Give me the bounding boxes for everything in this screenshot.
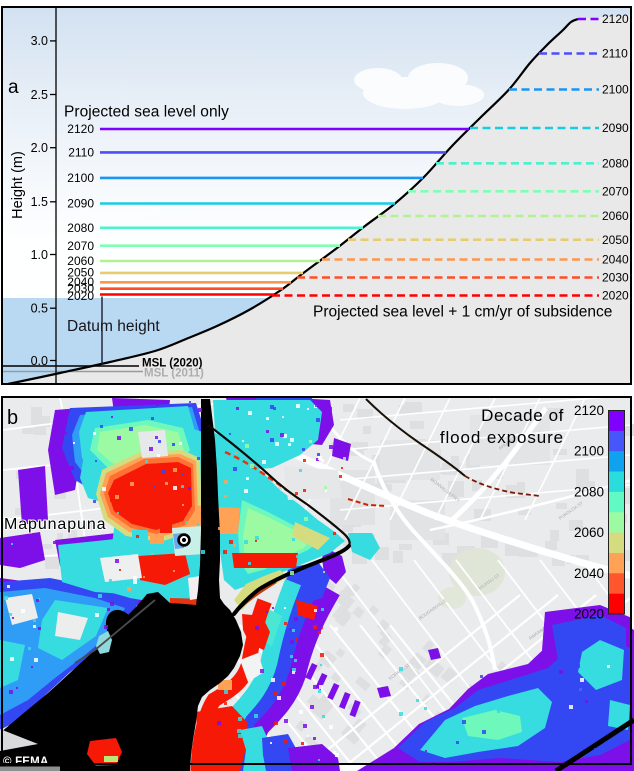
svg-text:2120: 2120	[574, 403, 604, 418]
svg-text:2.5: 2.5	[31, 88, 48, 102]
svg-text:2020: 2020	[602, 289, 629, 303]
svg-text:2020: 2020	[67, 289, 94, 303]
svg-text:b: b	[7, 407, 18, 429]
svg-text:2100: 2100	[67, 171, 94, 185]
svg-text:0.0: 0.0	[31, 354, 48, 368]
svg-text:2060: 2060	[574, 525, 604, 540]
svg-text:2060: 2060	[602, 209, 629, 223]
svg-text:Mapunapuna: Mapunapuna	[4, 516, 106, 533]
svg-text:2040: 2040	[574, 566, 604, 581]
svg-text:3.0: 3.0	[31, 34, 48, 48]
svg-text:2070: 2070	[67, 239, 94, 253]
svg-text:2030: 2030	[67, 282, 94, 296]
svg-text:2120: 2120	[67, 122, 94, 136]
svg-text:a: a	[8, 77, 19, 98]
svg-text:Projected sea level only: Projected sea level only	[64, 104, 229, 121]
svg-text:Height (m): Height (m)	[10, 151, 26, 219]
svg-text:1.0: 1.0	[31, 248, 48, 262]
svg-text:2070: 2070	[602, 185, 629, 199]
svg-text:2110: 2110	[68, 146, 94, 160]
svg-text:2080: 2080	[67, 221, 94, 235]
svg-text:2080: 2080	[574, 484, 604, 499]
svg-text:2090: 2090	[602, 121, 629, 135]
svg-text:MSL (2020): MSL (2020)	[142, 358, 203, 370]
svg-text:2100: 2100	[602, 83, 629, 97]
svg-text:2030: 2030	[602, 271, 629, 285]
svg-text:2040: 2040	[602, 253, 629, 267]
svg-text:flood exposure: flood exposure	[440, 428, 564, 447]
svg-text:2.0: 2.0	[31, 141, 48, 155]
svg-text:1.5: 1.5	[31, 195, 48, 209]
svg-text:2050: 2050	[602, 233, 629, 247]
svg-text:0.5: 0.5	[31, 302, 48, 316]
svg-text:2060: 2060	[67, 254, 94, 268]
svg-text:Datum height: Datum height	[67, 318, 160, 335]
svg-text:2110: 2110	[602, 47, 628, 61]
svg-text:2050: 2050	[67, 266, 94, 280]
svg-text:© FEMA: © FEMA	[3, 756, 48, 768]
svg-text:2080: 2080	[602, 157, 629, 171]
svg-text:2120: 2120	[602, 12, 629, 26]
svg-text:MSL (2011): MSL (2011)	[144, 368, 204, 380]
svg-text:Decade of: Decade of	[481, 406, 564, 425]
svg-text:2100: 2100	[574, 444, 604, 459]
svg-text:Projected sea level + 1 cm/yr: Projected sea level + 1 cm/yr of subside…	[313, 304, 612, 321]
svg-text:2090: 2090	[67, 197, 94, 211]
svg-text:2040: 2040	[67, 275, 94, 289]
svg-text:2020: 2020	[574, 607, 604, 622]
